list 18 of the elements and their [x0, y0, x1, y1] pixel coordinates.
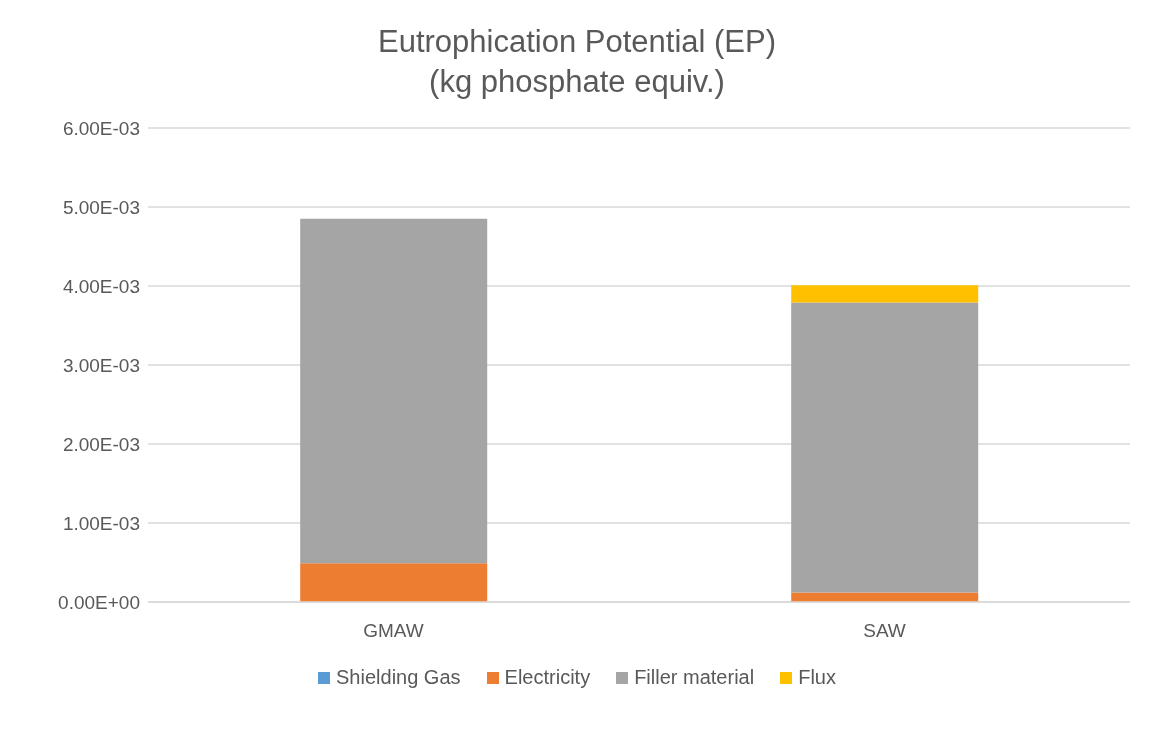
y-tick-label: 4.00E-03	[62, 275, 140, 297]
legend-label: Flux	[798, 666, 836, 689]
x-tick-label: SAW	[863, 620, 906, 642]
y-tick-label: 3.00E-03	[62, 354, 140, 376]
y-tick-label: 5.00E-03	[62, 196, 140, 218]
bar	[791, 302, 979, 593]
bar	[300, 218, 488, 564]
chart-title: Eutrophication Potential (EP) (kg phosphate equiv.)	[376, 23, 778, 101]
y-tick-label: 6.00E-03	[62, 117, 140, 139]
y-tick-label: 0.00E+00	[58, 591, 140, 613]
y-tick-label: 1.00E-03	[62, 512, 140, 534]
legend-label: Electricity	[504, 666, 591, 689]
y-tick-label: 2.00E-03	[62, 433, 140, 455]
bar	[791, 285, 979, 303]
x-tick-label: GMAW	[363, 620, 424, 642]
bar	[300, 563, 488, 602]
legend-label: Filler material	[634, 666, 755, 689]
legend-label: Shielding Gas	[336, 666, 461, 689]
